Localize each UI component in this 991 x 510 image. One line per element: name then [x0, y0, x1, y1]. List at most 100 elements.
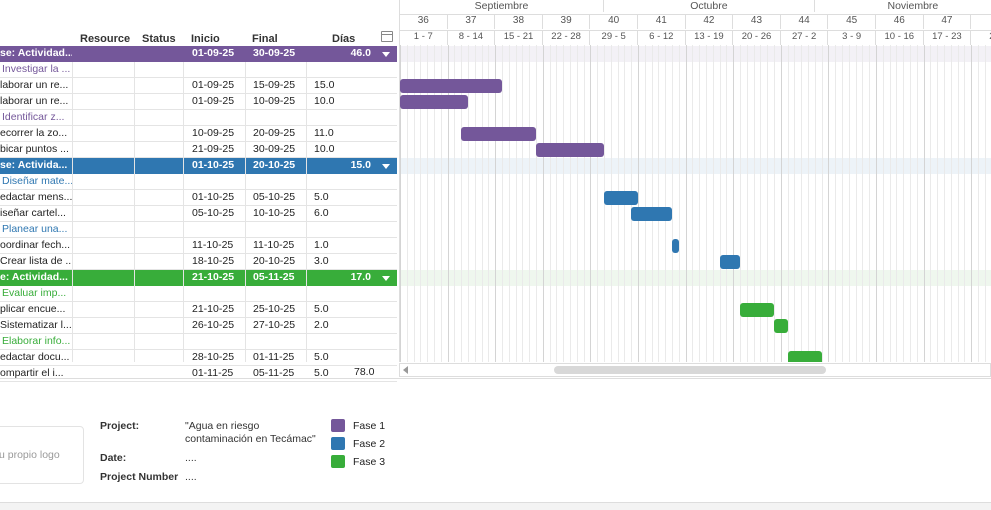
- column-header-days[interactable]: Días: [332, 33, 356, 45]
- task-bar[interactable]: [774, 319, 788, 333]
- task-bar[interactable]: [536, 143, 604, 157]
- week-date-range: 29 - 5: [590, 30, 638, 45]
- collapse-toggle-icon[interactable]: [382, 164, 390, 169]
- task-end-date: 27-10-25: [253, 319, 296, 331]
- task-bar[interactable]: [461, 127, 536, 141]
- task-row[interactable]: edactar mens... 01-10-25 05-10-25 5.0: [0, 190, 397, 206]
- column-header-start[interactable]: Inicio: [191, 33, 220, 45]
- collapse-toggle-icon[interactable]: [382, 276, 390, 281]
- task-bar[interactable]: [604, 191, 638, 205]
- grid-line: [719, 45, 721, 362]
- task-group-row[interactable]: Planear una...: [0, 222, 397, 238]
- task-name: Investigar la ...: [2, 63, 71, 75]
- grid-line: [597, 45, 599, 362]
- grid-line: [665, 45, 667, 362]
- grid-line: [923, 45, 925, 362]
- task-bar[interactable]: [740, 303, 774, 317]
- grid-line: [821, 45, 823, 362]
- task-name: Elaborar info...: [2, 335, 71, 347]
- task-row[interactable]: Crear lista de ... 18-10-25 20-10-25 3.0: [0, 254, 397, 270]
- scroll-left-arrow-icon[interactable]: [403, 366, 408, 374]
- task-start-date: 21-09-25: [192, 143, 235, 155]
- task-bar[interactable]: [672, 239, 679, 253]
- task-row[interactable]: oordinar fech... 11-10-25 11-10-25 1.0: [0, 238, 397, 254]
- grid-line: [910, 45, 911, 362]
- grid-line: [583, 45, 585, 362]
- week-number: 37: [447, 14, 496, 29]
- legend-swatch: [331, 455, 345, 468]
- grid-line: [957, 45, 959, 362]
- week-number: 45: [828, 14, 876, 29]
- task-row[interactable]: laborar un re... 01-09-25 10-09-25 10.0: [0, 94, 397, 110]
- task-group-row[interactable]: Investigar la ...: [0, 62, 397, 78]
- grid-line: [964, 45, 966, 362]
- phase-summary-row[interactable]: se: Activida... 01-10-25 20-10-25 15.0: [0, 158, 397, 174]
- grid-line: [712, 45, 714, 362]
- column-header-end[interactable]: Final: [252, 33, 278, 45]
- column-header-resource[interactable]: Resource: [80, 33, 131, 45]
- task-group-row[interactable]: Evaluar imp...: [0, 286, 397, 302]
- task-end-date: 20-09-25: [253, 127, 296, 139]
- project-number-label: Project Number: [100, 471, 179, 483]
- grid-line: [944, 45, 945, 362]
- logo-placeholder[interactable]: u propio logo: [0, 426, 84, 484]
- task-name: Crear lista de ...: [0, 255, 72, 267]
- task-name: e: Actividad...: [0, 271, 68, 283]
- task-row[interactable]: edactar docu... 28-10-25 01-11-25 5.0: [0, 350, 397, 366]
- task-row[interactable]: Sistematizar l... 26-10-25 27-10-25 2.0: [0, 318, 397, 334]
- week-date-range: 10 - 16: [876, 30, 924, 45]
- task-end-date: 05-11-25: [253, 367, 295, 379]
- month-header: Octubre: [604, 0, 815, 12]
- grid-line: [760, 45, 762, 362]
- task-bar[interactable]: [631, 207, 672, 221]
- task-name: iseñar cartel...: [0, 207, 66, 219]
- task-bar[interactable]: [400, 95, 468, 109]
- week-number: 41: [638, 14, 686, 29]
- grid-line: [406, 45, 408, 362]
- task-start-date: 01-09-25: [192, 79, 235, 91]
- collapse-toggle-icon[interactable]: [382, 52, 390, 57]
- phase-summary-row[interactable]: se: Actividad... 01-09-25 30-09-25 46.0: [0, 46, 397, 62]
- task-group-row[interactable]: Diseñar mate...: [0, 174, 397, 190]
- grid-line: [413, 45, 415, 362]
- scrollbar-thumb[interactable]: [554, 366, 826, 374]
- grid-line: [502, 45, 503, 362]
- calendar-icon[interactable]: [381, 31, 393, 42]
- task-bar[interactable]: [400, 79, 502, 93]
- phase-band: [400, 270, 991, 286]
- column-header-status[interactable]: Status: [142, 33, 176, 45]
- task-bar[interactable]: [787, 351, 822, 362]
- grid-line: [706, 45, 707, 362]
- grid-line: [529, 45, 531, 362]
- grid-line: [440, 45, 442, 362]
- task-row[interactable]: ompartir el i... 01-11-25 05-11-25 5.0: [0, 366, 397, 382]
- task-row[interactable]: laborar un re... 01-09-25 15-09-25 15.0: [0, 78, 397, 94]
- grid-line: [420, 45, 422, 362]
- task-row[interactable]: iseñar cartel... 05-10-25 10-10-25 6.0: [0, 206, 397, 222]
- task-group-row[interactable]: Identificar z...: [0, 110, 397, 126]
- week-date-range: 15 - 21: [495, 30, 543, 45]
- grid-line: [937, 45, 939, 362]
- task-start-date: 05-10-25: [192, 207, 235, 219]
- grid-line: [726, 45, 728, 362]
- task-start-date: 01-10-25: [192, 191, 235, 203]
- task-name: ompartir el i...: [0, 367, 64, 379]
- task-bar[interactable]: [719, 255, 740, 269]
- week-number: 46: [876, 14, 924, 29]
- week-number: 40: [590, 14, 638, 29]
- phase-summary-row[interactable]: e: Actividad... 21-10-25 05-11-25 17.0: [0, 270, 397, 286]
- horizontal-scrollbar[interactable]: [399, 363, 991, 377]
- task-start-date: 28-10-25: [192, 351, 235, 363]
- column-divider: [306, 62, 307, 362]
- task-row[interactable]: bicar puntos ... 21-09-25 30-09-25 10.0: [0, 142, 397, 158]
- task-group-row[interactable]: Elaborar info...: [0, 334, 397, 350]
- task-row[interactable]: ecorrer la zo... 10-09-25 20-09-25 11.0: [0, 126, 397, 142]
- task-duration: 5.0: [314, 351, 329, 363]
- grid-line: [733, 45, 735, 362]
- grid-line: [644, 45, 646, 362]
- task-row[interactable]: plicar encue... 21-10-25 25-10-25 5.0: [0, 302, 397, 318]
- grid-line: [549, 45, 551, 362]
- grid-line: [488, 45, 490, 362]
- task-end-date: 05-11-25: [253, 271, 295, 283]
- grid-line: [678, 45, 680, 362]
